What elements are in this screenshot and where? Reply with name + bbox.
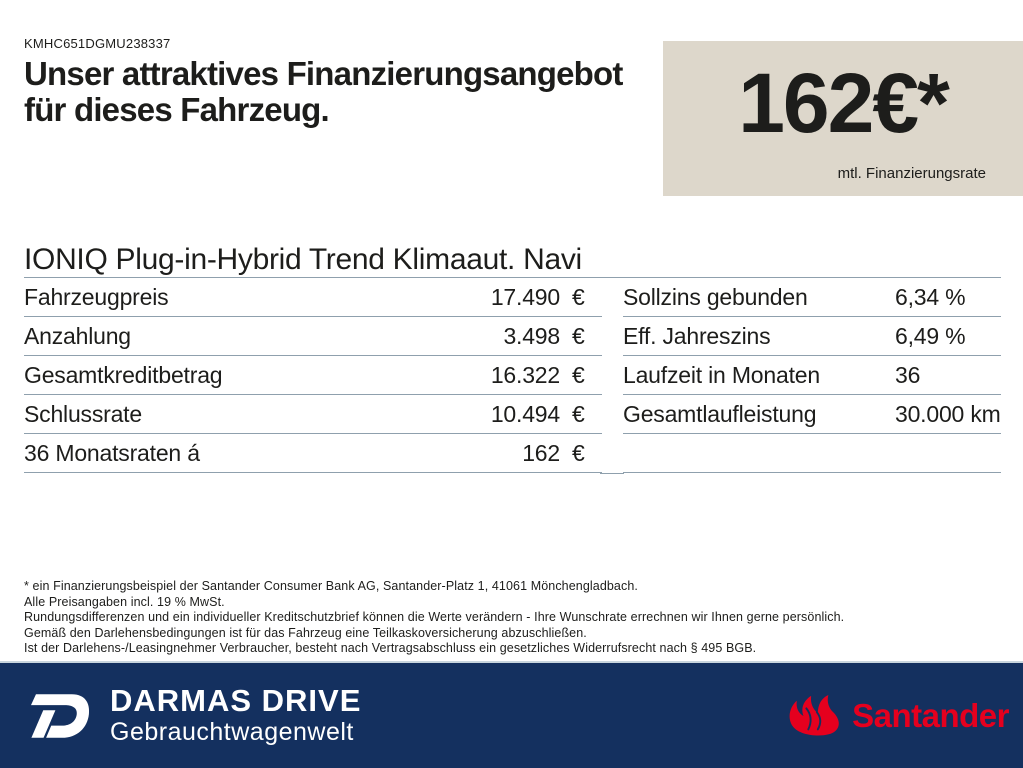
dealer-tagline: Gebrauchtwagenwelt <box>110 717 354 746</box>
vin-number: KMHC651DGMU238337 <box>24 36 171 51</box>
disclaimer-line: Alle Preisangaben incl. 19 % MwSt. <box>24 594 225 609</box>
row-label: Gesamtlaufleistung <box>623 401 817 427</box>
row-value: 17.490 <box>490 284 560 310</box>
row-label: Anzahlung <box>24 323 131 349</box>
row-label: 36 Monatsraten á <box>24 440 200 466</box>
monthly-rate-amount: 162€* <box>738 56 950 150</box>
legal-disclaimer: * ein Finanzierungsbeispiel der Santande… <box>24 579 844 657</box>
row-value: 6,34 % <box>895 284 966 310</box>
table-row: Sollzins gebunden 6,34 % <box>623 278 1001 317</box>
row-label: Gesamtkreditbetrag <box>24 362 223 388</box>
table-row: Gesamtlaufleistung 30.000 km <box>623 395 1001 434</box>
row-unit: € <box>572 440 585 466</box>
dealer-name: DARMAS DRIVE <box>110 683 362 719</box>
finance-table-right-column: Sollzins gebunden 6,34 % Eff. Jahreszins… <box>623 278 1001 473</box>
page-title: Unser attraktives Finanzierungsangebot f… <box>24 55 623 128</box>
row-label: Laufzeit in Monaten <box>623 362 820 388</box>
row-label: Schlussrate <box>24 401 142 427</box>
row-unit: € <box>572 362 585 388</box>
disclaimer-line: Ist der Darlehens-/Leasingnehmer Verbrau… <box>24 641 757 656</box>
monthly-rate-box: 162€* mtl. Finanzierungsrate <box>663 41 1023 196</box>
table-row-divider-bridge <box>600 473 624 474</box>
table-row: Fahrzeugpreis 17.490 € <box>24 278 602 317</box>
row-label: Sollzins gebunden <box>623 284 808 310</box>
footer-bar: DARMAS DRIVE Gebrauchtwagenwelt Santande… <box>0 661 1023 768</box>
table-row: Gesamtkreditbetrag 16.322 € <box>24 356 602 395</box>
row-label: Fahrzeugpreis <box>24 284 169 310</box>
row-label: Eff. Jahreszins <box>623 323 771 349</box>
table-row <box>623 434 1001 473</box>
finance-table-left-column: Fahrzeugpreis 17.490 € Anzahlung 3.498 €… <box>24 278 602 473</box>
disclaimer-line: Gemäß den Darlehensbedingungen ist für d… <box>24 625 587 640</box>
vehicle-title: IONIQ Plug-in-Hybrid Trend Klimaaut. Nav… <box>24 243 582 276</box>
disclaimer-line: * ein Finanzierungsbeispiel der Santande… <box>24 579 638 593</box>
row-value: 10.494 <box>490 401 560 427</box>
row-unit: € <box>572 323 585 349</box>
row-unit: € <box>572 284 585 310</box>
table-row: Anzahlung 3.498 € <box>24 317 602 356</box>
dealer-text: DARMAS DRIVE Gebrauchtwagenwelt <box>110 684 361 746</box>
row-value: 162 <box>522 440 560 466</box>
disclaimer-line: Rundungsdifferenzen und ein individuelle… <box>24 610 845 625</box>
row-value: 30.000 km <box>895 401 1001 427</box>
darmas-d-icon <box>30 693 90 738</box>
row-value: 3.498 <box>503 323 560 349</box>
table-row: 36 Monatsraten á 162 € <box>24 434 602 473</box>
dealer-logo: DARMAS DRIVE Gebrauchtwagenwelt <box>22 684 361 748</box>
bank-name: Santander <box>852 696 1009 734</box>
row-value: 16.322 <box>490 362 560 388</box>
monthly-rate-caption: mtl. Finanzierungsrate <box>837 165 986 182</box>
row-value: 36 <box>895 362 921 388</box>
title-divider <box>24 277 1001 278</box>
table-row: Schlussrate 10.494 € <box>24 395 602 434</box>
santander-logo: Santander <box>785 694 1009 738</box>
finance-table: Fahrzeugpreis 17.490 € Anzahlung 3.498 €… <box>24 278 1001 473</box>
table-row: Eff. Jahreszins 6,49 % <box>623 317 1001 356</box>
row-unit: € <box>572 401 585 427</box>
santander-flame-icon <box>789 694 839 736</box>
row-value: 6,49 % <box>895 323 966 349</box>
table-row: Laufzeit in Monaten 36 <box>623 356 1001 395</box>
